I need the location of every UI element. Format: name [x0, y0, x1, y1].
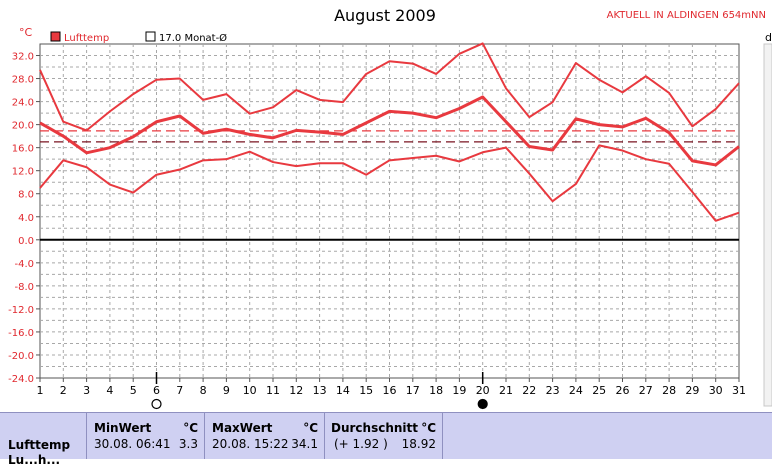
- x-tick-label: 25: [592, 384, 606, 397]
- min-value: 3.3: [178, 437, 198, 451]
- y-tick-label: 4.0: [18, 213, 34, 224]
- x-tick-label: 2: [60, 384, 67, 397]
- avg-delta: (+ 1.92 ): [334, 437, 388, 451]
- y-tick-label: -8.0: [14, 282, 34, 293]
- y-unit-label: °C: [19, 26, 33, 39]
- station-label: AKTUELL IN ALDINGEN 654mNN: [607, 10, 766, 21]
- legend-label-lufttemp: Lufttemp: [64, 33, 109, 44]
- avg-unit: °C: [421, 421, 436, 435]
- x-tick-label: 13: [313, 384, 327, 397]
- x-tick-label: 18: [429, 384, 443, 397]
- x-tick-label: 30: [709, 384, 723, 397]
- y-tick-label: 16.0: [12, 144, 34, 155]
- x-tick-label: 24: [569, 384, 583, 397]
- y-tick-label: -4.0: [14, 259, 34, 270]
- new-moon-marker: [477, 398, 488, 410]
- stats-label-column: Lufttemp Lu...h...: [0, 413, 87, 467]
- statistics-panel: Lufttemp Lu...h... MinWert °C 30.08. 06:…: [0, 412, 772, 467]
- avg-value: 18.92: [401, 437, 436, 451]
- min-datetime: 30.08. 06:41: [94, 437, 171, 451]
- legend-swatch-monthly-avg: [145, 31, 156, 42]
- max-datetime: 20.08. 15:22: [212, 437, 289, 451]
- x-tick-label: 21: [499, 384, 513, 397]
- avg-header: Durchschnitt: [331, 421, 419, 435]
- y-tick-label: 20.0: [12, 121, 34, 132]
- right-scroll-stub: [763, 43, 772, 407]
- x-tick-label: 28: [662, 384, 676, 397]
- legend-swatch-lufttemp: [50, 31, 61, 42]
- x-tick-label: 26: [616, 384, 630, 397]
- y-tick-label: -24.0: [8, 374, 34, 385]
- max-header: MaxWert: [212, 421, 273, 435]
- x-tick-label: 15: [359, 384, 373, 397]
- y-tick-label: 28.0: [12, 75, 34, 86]
- stats-avg-column: Durchschnitt °C (+ 1.92 ) 18.92: [324, 413, 443, 459]
- x-tick-label: 3: [83, 384, 90, 397]
- x-tick-label: 31: [732, 384, 746, 397]
- x-tick-label: 1: [37, 384, 44, 397]
- x-tick-label: 8: [200, 384, 207, 397]
- stats-row-label: Lufttemp: [8, 438, 71, 452]
- x-tick-label: 10: [243, 384, 257, 397]
- x-tick-label: 7: [176, 384, 183, 397]
- x-tick-label: 16: [383, 384, 397, 397]
- series-line-max: [39, 42, 740, 132]
- x-tick-label: 19: [452, 384, 466, 397]
- x-tick-label: 17: [406, 384, 420, 397]
- x-tick-label: 12: [289, 384, 303, 397]
- stats-min-column: MinWert °C 30.08. 06:41 3.3: [86, 413, 205, 459]
- stats-row-label-2: Lu...h...: [8, 453, 61, 467]
- stats-max-column: MaxWert °C 20.08. 15:22 34.1: [204, 413, 325, 459]
- temperature-chart: August 2009 AKTUELL IN ALDINGEN 654mNN °…: [8, 6, 772, 410]
- y-tick-label: -20.0: [8, 351, 34, 362]
- right-edge-label: d: [765, 31, 772, 44]
- x-tick-label: 6: [153, 384, 160, 397]
- x-tick-label: 5: [130, 384, 137, 397]
- x-tick-label: 23: [546, 384, 560, 397]
- full-moon-marker: [151, 398, 162, 410]
- x-tick-label: 22: [522, 384, 536, 397]
- series-line-min: [39, 144, 740, 222]
- series-line-mean: [39, 95, 740, 167]
- x-tick-label: 20: [476, 384, 490, 397]
- x-tick-label: 27: [639, 384, 653, 397]
- chart-title: August 2009: [334, 6, 436, 25]
- y-tick-label: 32.0: [12, 52, 34, 63]
- max-unit: °C: [303, 421, 318, 435]
- x-tick-label: 11: [266, 384, 280, 397]
- y-tick-label: 8.0: [18, 190, 34, 201]
- x-tick-label: 29: [685, 384, 699, 397]
- y-tick-label: -16.0: [8, 328, 34, 339]
- y-tick-label: -12.0: [8, 305, 34, 316]
- max-value: 34.1: [291, 437, 318, 451]
- x-tick-label: 4: [106, 384, 113, 397]
- min-unit: °C: [183, 421, 198, 435]
- legend: Lufttemp 17.0 Monat-Ø: [50, 31, 227, 44]
- x-tick-label: 9: [223, 384, 230, 397]
- min-header: MinWert: [94, 421, 152, 435]
- legend-label-monthly-avg: 17.0 Monat-Ø: [159, 32, 227, 44]
- x-tick-label: 14: [336, 384, 350, 397]
- y-tick-label: 12.0: [12, 167, 34, 178]
- y-tick-label: 0.0: [18, 236, 34, 247]
- y-tick-label: 24.0: [12, 98, 34, 109]
